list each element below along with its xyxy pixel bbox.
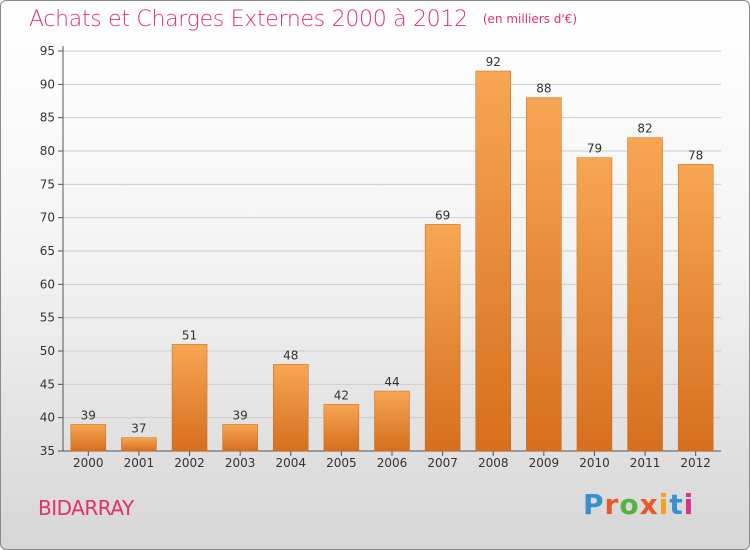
data-label-2008: 92 (486, 55, 501, 69)
logo-letter: t (669, 488, 684, 521)
y-tick-label: 75 (40, 177, 55, 191)
y-tick-label: 70 (40, 211, 55, 225)
x-tick-label-2000: 2000 (73, 456, 104, 470)
logo-letter: x (639, 488, 659, 521)
data-label-2004: 48 (283, 348, 298, 362)
data-label-2000: 39 (81, 408, 96, 422)
bar-2000 (70, 424, 107, 452)
bar-2009 (526, 97, 562, 452)
bar-2008 (475, 70, 511, 452)
bar-2006 (374, 390, 410, 452)
data-label-2011: 82 (637, 122, 652, 136)
x-tick-label-2003: 2003 (225, 456, 256, 470)
bar-2002 (171, 344, 208, 452)
y-tick-label: 80 (40, 144, 55, 158)
x-tick-label-2010: 2010 (579, 456, 610, 470)
bar-2011 (627, 137, 663, 452)
x-tick-label-2001: 2001 (124, 456, 155, 470)
y-tick-label: 55 (40, 311, 55, 325)
data-label-2012: 78 (688, 148, 703, 162)
data-label-2003: 39 (233, 408, 248, 422)
axes: 35 40 45 50 55 60 65 70 75 80 85 90 95 2000 2001 2002 20… (40, 44, 721, 470)
commune-name: BIDARRAY (38, 496, 134, 520)
y-tick-label: 50 (40, 344, 55, 358)
y-tick-label: 45 (40, 377, 55, 391)
y-tick-label: 90 (40, 77, 55, 91)
x-tick-label-2012: 2012 (680, 456, 711, 470)
data-labels: 39 37 51 39 48 42 44 69 92 88 79 82 78 (81, 55, 704, 436)
bars (70, 70, 714, 452)
x-tick-label-2005: 2005 (326, 456, 357, 470)
bar-2003 (222, 424, 258, 452)
y-tick-label: 95 (40, 44, 55, 58)
x-tick-label-2004: 2004 (275, 456, 306, 470)
logo-letter: P (583, 488, 605, 521)
bar-2012 (677, 164, 714, 452)
data-label-2009: 88 (536, 82, 551, 96)
bar-2010 (576, 157, 613, 452)
bar-2001 (121, 437, 157, 452)
bar-2004 (273, 364, 309, 452)
chart-title-block: Achats et Charges Externes 2000 à 2012 (… (29, 7, 577, 32)
x-tick-label-2007: 2007 (427, 456, 458, 470)
data-label-2001: 37 (131, 422, 146, 436)
bar-2005 (323, 404, 360, 452)
y-tick-label: 60 (40, 277, 55, 291)
logo-letter: r (604, 488, 620, 521)
data-label-2005: 42 (334, 388, 349, 402)
bar-2007 (424, 224, 461, 452)
logo-letter: i (683, 488, 695, 521)
proxiti-logo[interactable]: Proxiti (583, 488, 694, 521)
x-tick-label-2009: 2009 (529, 456, 560, 470)
logo-letter: o (619, 488, 640, 521)
chart-title: Achats et Charges Externes 2000 à 2012 (29, 7, 468, 32)
x-tick-label-2011: 2011 (630, 456, 661, 470)
data-label-2010: 79 (587, 142, 602, 156)
y-tick-label: 35 (40, 444, 55, 458)
x-tick-label-2002: 2002 (174, 456, 205, 470)
x-tick-label-2008: 2008 (478, 456, 509, 470)
y-tick-label: 85 (40, 111, 55, 125)
y-tick-label: 65 (40, 244, 55, 258)
data-label-2006: 44 (384, 375, 399, 389)
data-label-2007: 69 (435, 208, 450, 222)
data-label-2002: 51 (182, 328, 197, 342)
chart-unit: (en milliers d'€) (482, 12, 577, 26)
x-tick-label-2006: 2006 (377, 456, 408, 470)
y-tick-label: 40 (40, 411, 55, 425)
logo-letter: i (658, 488, 670, 521)
